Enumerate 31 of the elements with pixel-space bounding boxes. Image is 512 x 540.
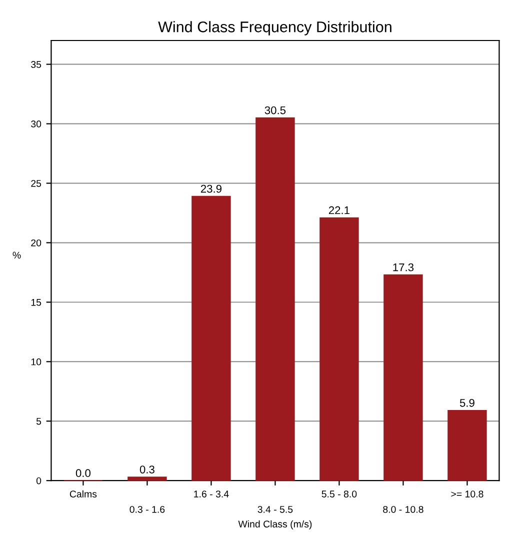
bar [256, 117, 295, 481]
x-tick-label: 3.4 - 5.5 [258, 506, 293, 513]
chart-title: Wind Class Frequency Distribution [158, 21, 392, 36]
y-tick-label: 30 [31, 120, 42, 128]
y-tick-label: 0 [36, 477, 42, 484]
data-label: 0.0 [76, 469, 90, 478]
x-tick-label: Calms [70, 490, 97, 498]
y-tick-label: 25 [31, 180, 42, 187]
y-tick-label: 15 [31, 299, 42, 306]
x-axis-title: Wind Class (m/s) [238, 520, 312, 530]
y-tick-label: 35 [31, 61, 42, 68]
data-label: 30.5 [264, 106, 286, 114]
bar [128, 476, 167, 481]
data-label: 17.3 [393, 263, 414, 272]
x-tick-label: >= 10.8 [451, 490, 484, 498]
data-label: 0.3 [140, 466, 154, 474]
y-tick-label: 20 [31, 239, 42, 246]
y-axis-title: % [12, 252, 21, 259]
bar [192, 196, 231, 481]
data-label: 5.9 [460, 398, 474, 407]
data-label: 22.1 [328, 206, 350, 214]
y-tick-label: 10 [31, 358, 42, 366]
y-tick-label: 5 [36, 418, 42, 425]
x-tick-label: 8.0 - 10.8 [383, 506, 424, 513]
data-label: 23.9 [200, 184, 222, 193]
bar [448, 410, 487, 481]
x-tick-label: 0.3 - 1.6 [130, 506, 165, 513]
x-tick-label: 1.6 - 3.4 [194, 490, 229, 498]
x-tick-label: 5.5 - 8.0 [322, 490, 357, 498]
bar [384, 274, 423, 481]
bar [320, 217, 359, 481]
